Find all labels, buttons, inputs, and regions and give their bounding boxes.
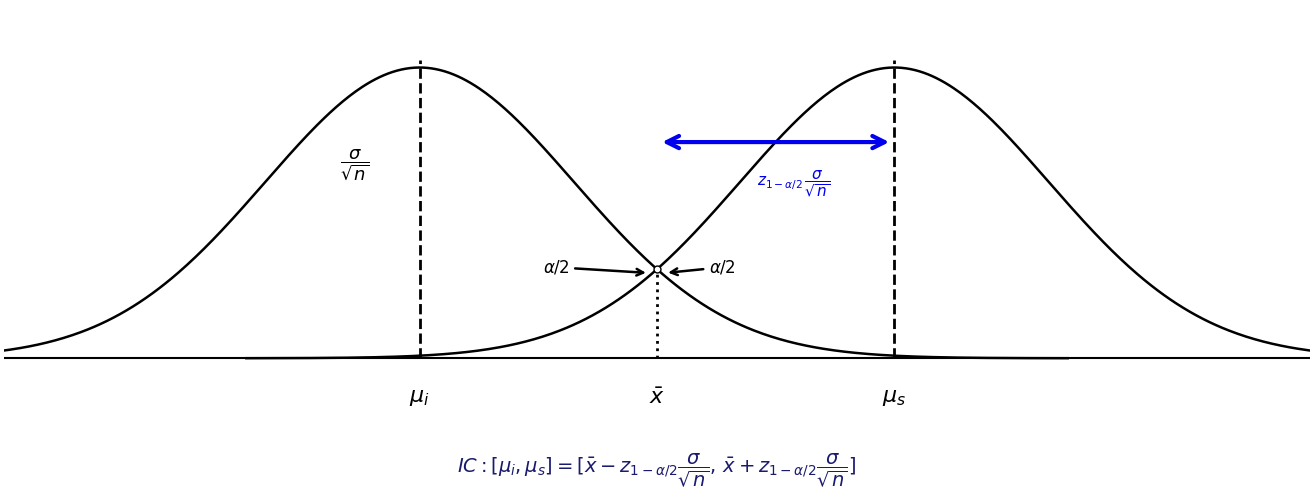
Text: $\dfrac{\sigma}{\sqrt{n}}$: $\dfrac{\sigma}{\sqrt{n}}$ <box>339 147 369 182</box>
Text: $\bar{x}$: $\bar{x}$ <box>649 388 665 408</box>
Text: $\mu_s$: $\mu_s$ <box>882 388 907 408</box>
Text: $\alpha/2$: $\alpha/2$ <box>671 258 736 276</box>
Text: $z_{1-\alpha/2}\,\dfrac{\sigma}{\sqrt{n}}$: $z_{1-\alpha/2}\,\dfrac{\sigma}{\sqrt{n}… <box>757 168 830 199</box>
Text: $\mathit{IC}:[\mu_i,\mu_s]=[\bar{x}-z_{1-\alpha/2}\dfrac{\sigma}{\sqrt{n}},\,\ba: $\mathit{IC}:[\mu_i,\mu_s]=[\bar{x}-z_{1… <box>457 451 857 489</box>
Text: $\mu_i$: $\mu_i$ <box>409 388 430 408</box>
Text: $\alpha/2$: $\alpha/2$ <box>543 258 643 276</box>
